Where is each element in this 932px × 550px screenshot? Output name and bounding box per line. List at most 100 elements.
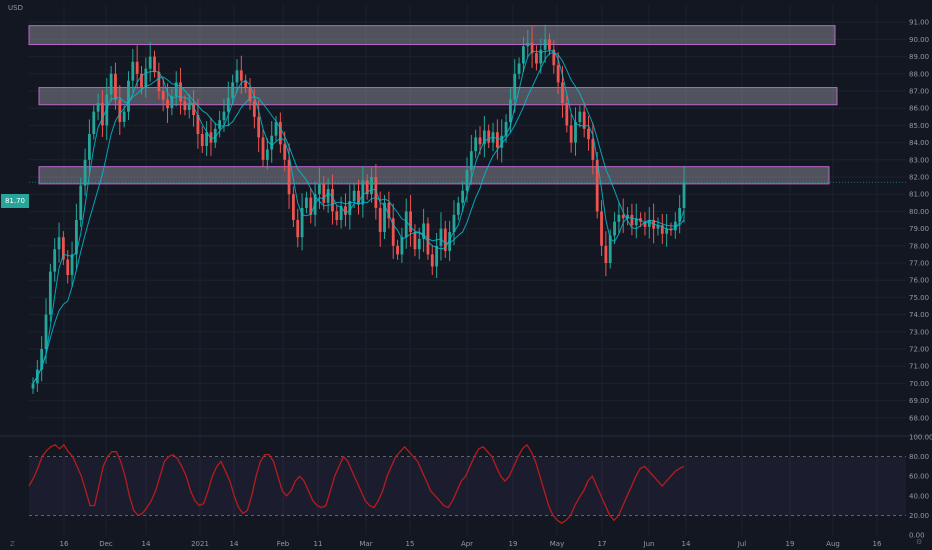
y-tick-label: 89.00 xyxy=(909,53,929,61)
x-tick-label: 11 xyxy=(314,540,323,548)
candle-body xyxy=(83,159,87,186)
x-tick-label: 14 xyxy=(682,540,691,548)
x-tick-label: 16 xyxy=(873,540,882,548)
candle-body xyxy=(75,220,78,255)
candle-body xyxy=(578,111,582,122)
candle-body xyxy=(278,121,282,145)
candle-body xyxy=(387,202,391,219)
candle-body xyxy=(391,218,395,246)
candle-body xyxy=(305,197,308,208)
y-tick-label: 86.00 xyxy=(909,105,929,113)
candle-body xyxy=(383,202,386,233)
candle-body xyxy=(535,53,538,64)
candle-body xyxy=(487,130,491,143)
candle-body xyxy=(226,97,230,112)
candle-body xyxy=(509,99,512,122)
candle-body xyxy=(122,111,126,122)
x-tick-label: 14 xyxy=(142,540,151,548)
rsi-tick-label: 20.00 xyxy=(909,512,929,520)
x-tick-label: 19 xyxy=(509,540,518,548)
y-tick-label: 69.00 xyxy=(909,397,929,405)
candle-body xyxy=(617,214,621,222)
candle-body xyxy=(378,207,382,233)
candle-body xyxy=(600,211,603,246)
candle-body xyxy=(495,132,499,148)
candle-body xyxy=(539,49,543,64)
y-tick-label: 72.00 xyxy=(909,346,929,354)
current-price-badge: 81.70 xyxy=(1,194,29,208)
candle-body xyxy=(174,82,178,97)
candle-body xyxy=(482,130,486,145)
x-tick-label: 15 xyxy=(406,540,415,548)
candle-body xyxy=(96,103,100,112)
candle-body xyxy=(660,225,664,234)
candle-body xyxy=(192,103,195,116)
candle-body xyxy=(265,149,269,160)
x-tick-label: Aug xyxy=(826,540,840,548)
candle-body xyxy=(608,235,612,263)
moving-average-line xyxy=(32,50,685,384)
candle-body xyxy=(365,180,369,195)
candle-body xyxy=(118,99,122,122)
candle-body xyxy=(205,132,208,147)
candle-body xyxy=(92,111,96,134)
candle-body xyxy=(630,214,634,226)
candle-body xyxy=(257,116,261,138)
candle-body xyxy=(469,151,473,171)
candle-body xyxy=(556,65,560,83)
candle-body xyxy=(569,125,573,143)
candle-body xyxy=(196,115,200,134)
candle-body xyxy=(374,177,378,208)
candle-body xyxy=(621,214,625,219)
candle-body xyxy=(439,228,443,246)
rsi-band xyxy=(29,456,906,516)
candle-body xyxy=(582,111,586,129)
candle-body xyxy=(678,207,682,222)
candle-body xyxy=(218,120,222,129)
candle-body xyxy=(517,63,521,74)
y-tick-label: 78.00 xyxy=(909,242,929,250)
candle-body xyxy=(448,232,452,251)
y-tick-label: 74.00 xyxy=(909,311,929,319)
x-tick-label: Jul xyxy=(737,540,747,548)
candle-body xyxy=(500,135,504,148)
candle-body xyxy=(292,194,295,220)
candle-body xyxy=(604,245,608,263)
candle-body xyxy=(88,134,91,160)
candle-body xyxy=(179,82,182,102)
candle-body xyxy=(235,70,239,83)
candle-body xyxy=(252,101,256,117)
candle-body xyxy=(352,190,356,202)
candle-body xyxy=(101,103,104,126)
y-tick-label: 82.00 xyxy=(909,174,929,182)
candle-body xyxy=(274,121,278,136)
candle-body xyxy=(404,211,408,238)
rsi-tick-label: 40.00 xyxy=(909,492,929,500)
z-icon[interactable]: Z xyxy=(10,540,15,548)
candle-body xyxy=(231,82,235,98)
x-tick-label: May xyxy=(550,540,564,548)
candle-body xyxy=(413,232,417,250)
y-tick-label: 80.00 xyxy=(909,208,929,216)
currency-label: USD xyxy=(8,4,23,12)
candle-body xyxy=(526,42,530,47)
candle-body xyxy=(31,383,35,389)
candle-body xyxy=(300,207,304,238)
candle-body xyxy=(335,211,339,220)
y-tick-label: 75.00 xyxy=(909,294,929,302)
x-tick-label: 17 xyxy=(598,540,607,548)
candle-body xyxy=(135,61,139,74)
x-tick-label: Apr xyxy=(461,540,473,548)
candle-body xyxy=(474,137,478,152)
resistance-zone xyxy=(28,25,836,46)
candle-body xyxy=(357,190,360,205)
y-tick-label: 84.00 xyxy=(909,139,929,147)
candle-body xyxy=(318,183,321,195)
y-tick-label: 77.00 xyxy=(909,260,929,268)
candle-body xyxy=(70,254,74,276)
candle-body xyxy=(565,103,569,126)
candle-body xyxy=(634,218,638,226)
settings-icon[interactable]: ⚙ xyxy=(916,538,923,546)
